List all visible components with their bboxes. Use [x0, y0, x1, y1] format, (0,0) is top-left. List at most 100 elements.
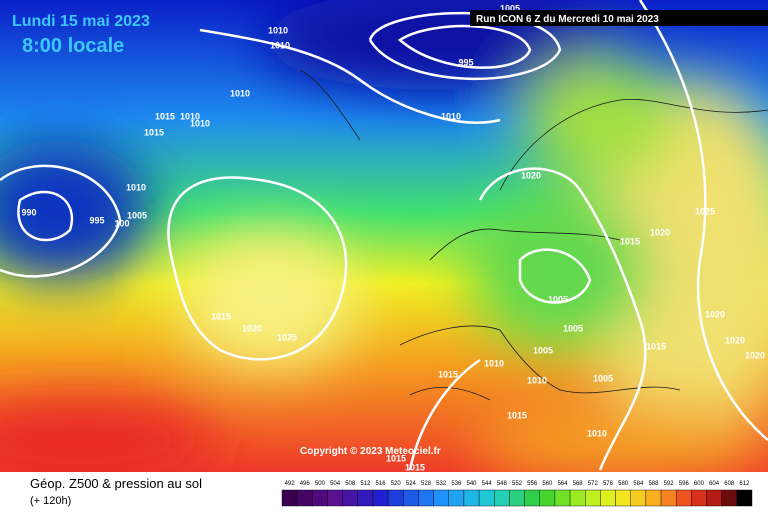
isobar-label: 1020 [521, 170, 541, 180]
scale-label: 572 [588, 481, 599, 487]
scale-label: 568 [573, 481, 584, 487]
scale-swatch [372, 489, 389, 507]
scale-label: 604 [709, 481, 720, 487]
isobar-label: 1010 [587, 428, 607, 438]
time: 8:00 locale [22, 35, 124, 57]
color-scale: 492 496 500 504 508 512 516 520 524 528 532 536 540 5… [281, 481, 753, 507]
isobar-label: 1015 [438, 369, 458, 379]
scale-swatch [494, 489, 510, 507]
isobar-label: 1015 [620, 236, 640, 246]
scale-label: 544 [482, 481, 493, 487]
scale-label: 556 [527, 481, 538, 487]
scale-label: 540 [467, 481, 478, 487]
scale-label: 552 [512, 481, 523, 487]
isobar-label: 1025 [277, 332, 297, 342]
copyright: Copyright © 2023 Meteociel.fr [300, 446, 441, 457]
scale-label: 512 [360, 481, 371, 487]
scale-swatch [645, 489, 662, 507]
scale-label: 548 [497, 481, 508, 487]
isobar-label: 1020 [705, 309, 725, 319]
scale-label: 504 [330, 481, 341, 487]
scale-swatch [387, 489, 404, 507]
isobar-label: 1005 [500, 3, 520, 13]
scale-swatch [433, 489, 449, 507]
scale-swatch [403, 489, 419, 507]
isobar-label: 995 [89, 215, 104, 225]
isobar-label: 1010 [190, 118, 210, 128]
isobar-label: 1010 [126, 182, 146, 192]
coastlines [299, 69, 768, 401]
scale-swatch [554, 489, 571, 507]
scale-label: 560 [542, 481, 553, 487]
isobar-label: 1010 [527, 375, 547, 385]
scale-swatch [478, 489, 495, 507]
isobar-label: 1010 [268, 25, 288, 35]
scale-swatch [281, 489, 298, 507]
scale-swatch [296, 489, 313, 507]
scale-label: 536 [451, 481, 462, 487]
scale-swatch [585, 489, 601, 507]
isobar-label: 1005 [127, 210, 147, 220]
scale-swatch [327, 489, 343, 507]
isobar-label: 1005 [593, 373, 613, 383]
scale-swatch [660, 489, 677, 507]
isobar-label: 1010 [484, 358, 504, 368]
scale-swatch [736, 489, 753, 507]
footer-title: Géop. Z500 & pression au sol [30, 476, 202, 491]
scale-label: 564 [557, 481, 568, 487]
scale-swatch [569, 489, 586, 507]
isobar-label: 1005 [563, 323, 583, 333]
scale-label: 508 [345, 481, 356, 487]
isobar-label: 995 [458, 57, 473, 67]
scale-label: 592 [664, 481, 675, 487]
isobar-label: 1020 [725, 335, 745, 345]
scale-swatch [600, 489, 616, 507]
scale-label: 496 [300, 481, 311, 487]
run-info: Run ICON 6 Z du Mercredi 10 mai 2023 [476, 14, 659, 25]
scale-label: 520 [391, 481, 402, 487]
scale-label: 600 [694, 481, 705, 487]
scale-swatch [539, 489, 556, 507]
scale-label: 528 [421, 481, 432, 487]
scale-swatch [721, 489, 738, 507]
isobar-label: 1010 [270, 40, 290, 50]
scale-swatch [630, 489, 647, 507]
scale-label: 576 [603, 481, 614, 487]
date: Lundi 15 mai 2023 [12, 13, 150, 30]
scale-swatch [463, 489, 480, 507]
scale-label: 588 [648, 481, 659, 487]
scale-label: 596 [679, 481, 690, 487]
isobar-label: 1015 [386, 453, 406, 463]
isobar-label: 1020 [242, 323, 262, 333]
isobar-label: 1015 [155, 111, 175, 121]
isobar-label: 1015 [646, 341, 666, 351]
isobars [0, 0, 768, 470]
run-banner [470, 10, 768, 26]
scale-swatch [706, 489, 722, 507]
scale-swatch [691, 489, 707, 507]
isobar-label: 1015 [211, 311, 231, 321]
scale-swatch [448, 489, 465, 507]
scale-label: 612 [739, 481, 750, 487]
isobar-label: 1015 [144, 127, 164, 137]
scale-label: 516 [376, 481, 387, 487]
scale-swatch [418, 489, 434, 507]
scale-label: 500 [315, 481, 326, 487]
scale-label: 580 [618, 481, 629, 487]
scale-label: 584 [633, 481, 644, 487]
isobar-label: 1020 [745, 350, 765, 360]
isobar-label: 1010 [180, 111, 200, 121]
scale-label: 492 [285, 481, 296, 487]
isobar-label: 100 [114, 218, 129, 228]
isobar-label: 1010 [230, 88, 250, 98]
isobar-label: 1025 [695, 206, 715, 216]
isobar-label: 1005 [548, 294, 568, 304]
isobar-label: 990 [21, 207, 36, 217]
isobar-label: 1020 [650, 227, 670, 237]
isobar-label: 1010 [441, 111, 461, 121]
scale-swatch [524, 489, 540, 507]
scale-label: 608 [724, 481, 735, 487]
scale-label: 524 [406, 481, 417, 487]
scale-swatch [675, 489, 692, 507]
